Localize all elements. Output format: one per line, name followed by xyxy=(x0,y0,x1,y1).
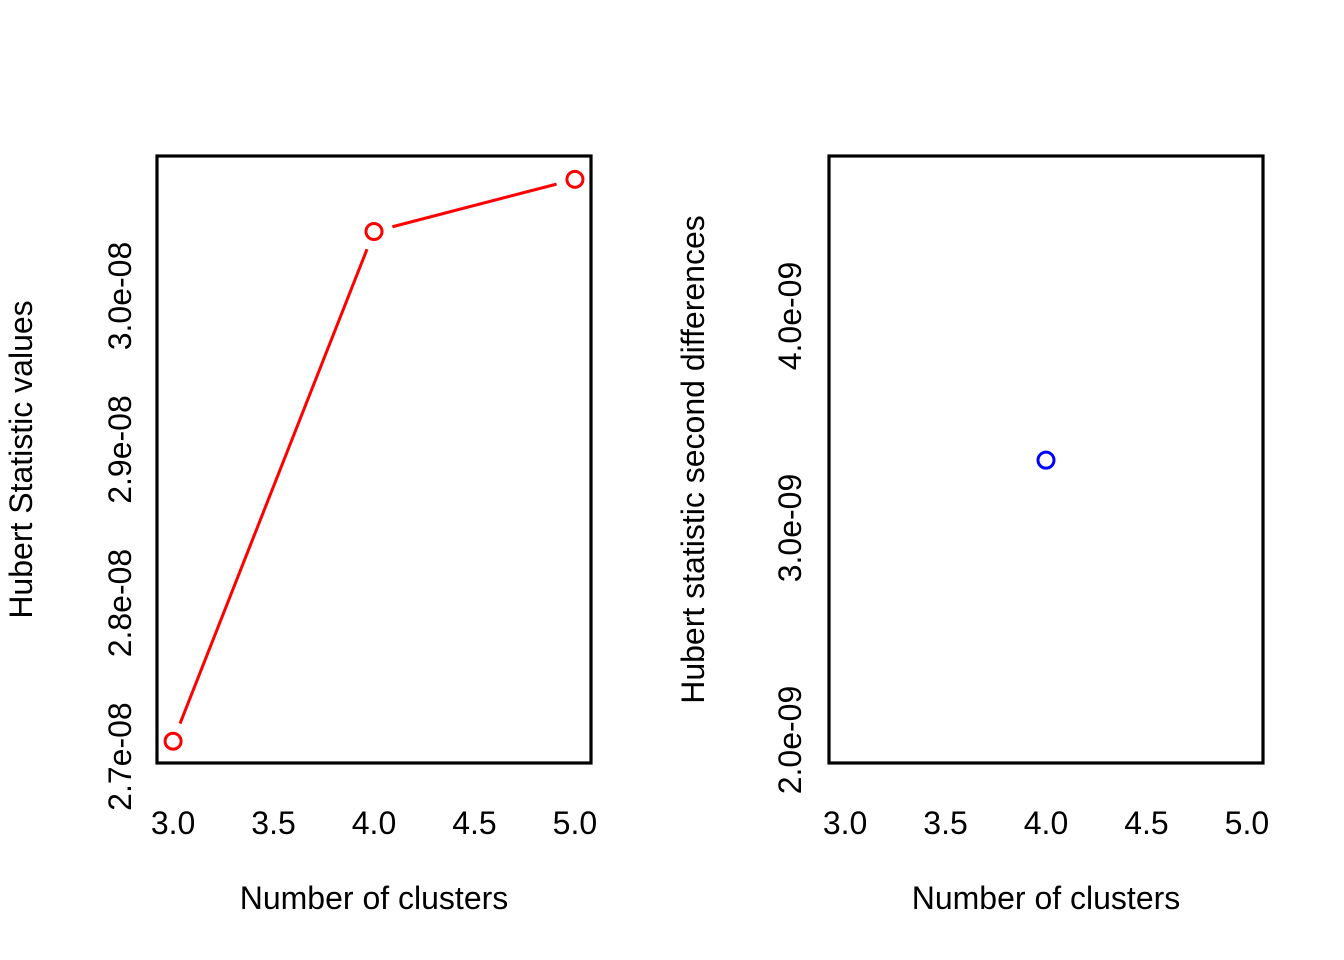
y-tick-label: 4.0e-09 xyxy=(772,262,808,371)
data-point-marker xyxy=(565,169,585,189)
y-tick-label: 2.9e-08 xyxy=(102,395,138,504)
x-axis-title: Number of clusters xyxy=(912,880,1181,916)
series-line-segment xyxy=(178,248,369,725)
series xyxy=(163,169,585,751)
data-point-marker xyxy=(1036,450,1056,470)
y-axis-title: Hubert statistic second differences xyxy=(675,215,711,704)
y-tick-label: 2.7e-08 xyxy=(102,702,138,811)
x-tick-labels: 3.0 3.5 4.0 4.5 5.0 xyxy=(151,805,597,841)
x-tick-label: 4.5 xyxy=(1124,805,1168,841)
series-line-segment xyxy=(392,182,557,229)
x-axis-title: Number of clusters xyxy=(240,880,509,916)
plot-box xyxy=(155,154,593,765)
y-tick-label: 2.8e-08 xyxy=(102,549,138,658)
x-tick-label: 3.5 xyxy=(251,805,295,841)
x-tick-label: 5.0 xyxy=(1225,805,1269,841)
x-tick-labels: 3.0 3.5 4.0 4.5 5.0 xyxy=(823,805,1269,841)
y-tick-labels: 2.0e-09 3.0e-09 4.0e-09 xyxy=(772,262,808,795)
y-tick-label: 2.0e-09 xyxy=(772,686,808,795)
y-tick-labels: 2.7e-08 2.8e-08 2.9e-08 3.0e-08 xyxy=(102,242,138,811)
x-tick-label: 3.0 xyxy=(823,805,867,841)
x-tick-label: 4.5 xyxy=(452,805,496,841)
data-point-marker xyxy=(364,222,384,242)
x-tick-label: 5.0 xyxy=(553,805,597,841)
x-tick-label: 4.0 xyxy=(1024,805,1068,841)
right-plot: 3.0 3.5 4.0 4.5 5.0 2.0e-09 3.0e-09 4.0e-09 Nu… xyxy=(675,154,1269,916)
y-axis-title: Hubert Statistic values xyxy=(3,300,39,618)
x-tick-label: 4.0 xyxy=(352,805,396,841)
data-point-marker xyxy=(163,731,183,751)
left-plot: 3.0 3.5 4.0 4.5 5.0 2.7e-08 2.8e-08 2.9e-08 3.0… xyxy=(3,154,597,916)
series xyxy=(1036,450,1056,470)
plot-box xyxy=(827,154,1265,765)
y-tick-label: 3.0e-09 xyxy=(772,474,808,583)
y-tick-label: 3.0e-08 xyxy=(102,242,138,351)
x-tick-label: 3.0 xyxy=(151,805,195,841)
x-tick-label: 3.5 xyxy=(923,805,967,841)
